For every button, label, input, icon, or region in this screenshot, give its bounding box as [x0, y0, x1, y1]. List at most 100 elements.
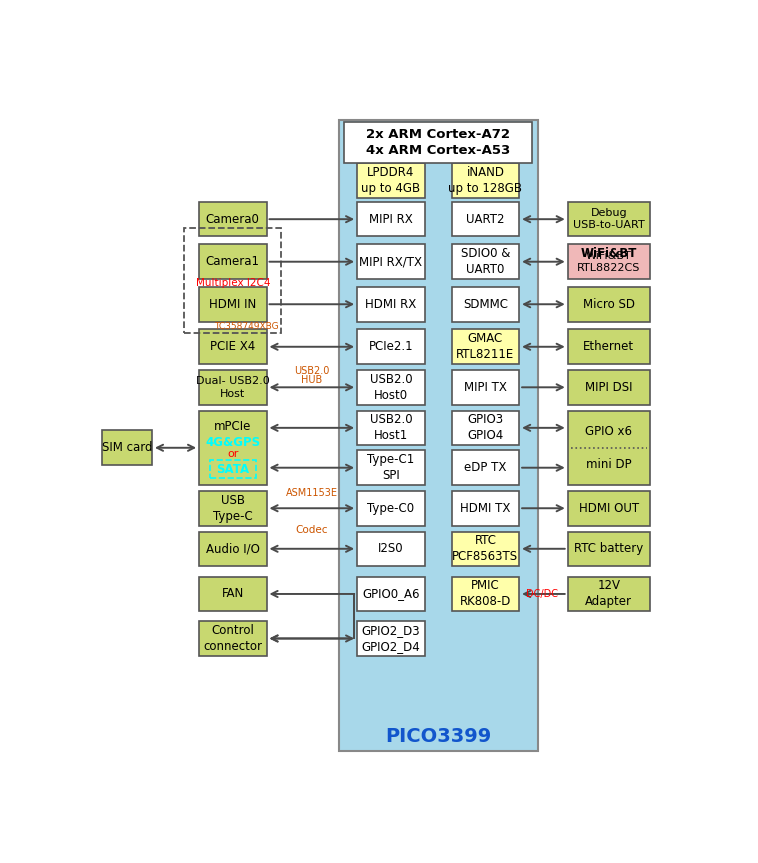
Text: HUB: HUB — [301, 375, 322, 385]
Text: DC/DC: DC/DC — [526, 589, 558, 599]
Text: SIM card: SIM card — [102, 441, 152, 454]
Text: USB2.0: USB2.0 — [294, 367, 330, 376]
Bar — [102, 431, 152, 465]
Bar — [357, 532, 424, 566]
Text: mPCIe: mPCIe — [214, 419, 252, 432]
Text: Micro SD: Micro SD — [583, 298, 634, 311]
Bar — [452, 244, 519, 279]
Text: Multiplex I2C4: Multiplex I2C4 — [196, 278, 270, 288]
Text: Codec: Codec — [296, 526, 328, 535]
Bar — [339, 120, 538, 752]
Bar — [357, 576, 424, 611]
Bar — [568, 370, 650, 405]
Bar — [199, 532, 267, 566]
Text: SATA: SATA — [216, 463, 249, 476]
Text: Camera1: Camera1 — [206, 255, 260, 268]
Text: WiFi&BT
RTL8822CS: WiFi&BT RTL8822CS — [577, 250, 641, 273]
Bar — [568, 330, 650, 364]
Text: or: or — [227, 450, 239, 459]
Text: HDMI OUT: HDMI OUT — [578, 501, 639, 514]
Text: HDMI TX: HDMI TX — [460, 501, 511, 514]
Bar — [199, 202, 267, 236]
Text: RTC battery: RTC battery — [574, 542, 644, 555]
Text: PICO3399: PICO3399 — [385, 728, 491, 746]
Bar — [199, 370, 267, 405]
Bar — [452, 450, 519, 485]
Text: Dual- USB2.0
Host: Dual- USB2.0 Host — [196, 376, 270, 399]
Text: 4G&GPS: 4G&GPS — [205, 436, 260, 449]
Text: MIPI DSI: MIPI DSI — [585, 381, 632, 394]
Bar — [452, 202, 519, 236]
Text: PMIC
RK808-D: PMIC RK808-D — [459, 579, 511, 608]
Text: GPIO2_D3
GPIO2_D4: GPIO2_D3 GPIO2_D4 — [362, 624, 420, 653]
Text: LPDDR4
up to 4GB: LPDDR4 up to 4GB — [362, 167, 421, 195]
Bar — [199, 621, 267, 656]
Text: 2x ARM Cortex-A72
4x ARM Cortex-A53: 2x ARM Cortex-A72 4x ARM Cortex-A53 — [366, 128, 511, 156]
Bar — [357, 330, 424, 364]
Text: mini DP: mini DP — [586, 457, 631, 470]
Text: 12V
Adapter: 12V Adapter — [585, 579, 632, 608]
Bar — [344, 122, 532, 163]
Text: TC358749XBG: TC358749XBG — [214, 322, 278, 331]
Text: Control
connector: Control connector — [203, 624, 262, 653]
Text: Audio I/O: Audio I/O — [206, 542, 260, 555]
Bar — [357, 163, 424, 198]
Bar — [357, 621, 424, 656]
Text: UART2: UART2 — [466, 212, 505, 226]
Text: GPIO3
GPIO4: GPIO3 GPIO4 — [467, 413, 503, 443]
Text: SDMMC: SDMMC — [463, 298, 508, 311]
Bar — [210, 460, 255, 478]
Bar — [184, 228, 281, 333]
Text: Camera0: Camera0 — [206, 212, 260, 226]
Bar — [452, 163, 519, 198]
Bar — [357, 411, 424, 445]
Bar — [568, 244, 650, 279]
Bar — [199, 287, 267, 322]
Bar — [199, 244, 267, 279]
Bar — [452, 330, 519, 364]
Bar — [568, 532, 650, 566]
Bar — [357, 244, 424, 279]
Text: PCIE X4: PCIE X4 — [210, 340, 255, 353]
Text: WiFi&BT: WiFi&BT — [581, 247, 637, 260]
Text: Type-C0: Type-C0 — [368, 501, 415, 514]
Text: MIPI RX/TX: MIPI RX/TX — [359, 255, 422, 268]
Text: GPIO0_A6: GPIO0_A6 — [362, 588, 420, 601]
Text: USB
Type-C: USB Type-C — [213, 494, 252, 523]
Bar — [357, 450, 424, 485]
Bar — [452, 287, 519, 322]
Bar — [452, 411, 519, 445]
Text: FAN: FAN — [221, 588, 244, 601]
Bar — [568, 411, 650, 485]
Text: ASM1153E: ASM1153E — [286, 488, 338, 498]
Bar — [199, 491, 267, 526]
Text: eDP TX: eDP TX — [464, 461, 506, 474]
Text: iNAND
up to 128GB: iNAND up to 128GB — [449, 167, 522, 195]
Bar — [357, 287, 424, 322]
Bar — [568, 576, 650, 611]
Text: HDMI RX: HDMI RX — [365, 298, 416, 311]
Text: MIPI TX: MIPI TX — [464, 381, 507, 394]
Bar — [357, 202, 424, 236]
Bar — [199, 576, 267, 611]
Bar — [452, 576, 519, 611]
Text: I2S0: I2S0 — [378, 542, 404, 555]
Text: USB2.0
Host1: USB2.0 Host1 — [369, 413, 412, 443]
Bar — [357, 370, 424, 405]
Bar — [357, 491, 424, 526]
Text: GMAC
RTL8211E: GMAC RTL8211E — [456, 332, 515, 362]
Bar — [568, 287, 650, 322]
Text: GPIO x6: GPIO x6 — [585, 425, 632, 438]
Text: MIPI RX: MIPI RX — [369, 212, 412, 226]
Text: Debug
USB-to-UART: Debug USB-to-UART — [573, 208, 644, 230]
Text: RTC
PCF8563TS: RTC PCF8563TS — [453, 534, 518, 564]
Bar — [199, 330, 267, 364]
Text: Ethernet: Ethernet — [583, 340, 634, 353]
Text: SDIO0 &
UART0: SDIO0 & UART0 — [461, 247, 510, 276]
Bar — [568, 202, 650, 236]
Bar — [452, 370, 519, 405]
Bar — [568, 491, 650, 526]
Bar — [452, 532, 519, 566]
Text: PCIe2.1: PCIe2.1 — [368, 340, 413, 353]
Text: Type-C1
SPI: Type-C1 SPI — [367, 453, 415, 482]
